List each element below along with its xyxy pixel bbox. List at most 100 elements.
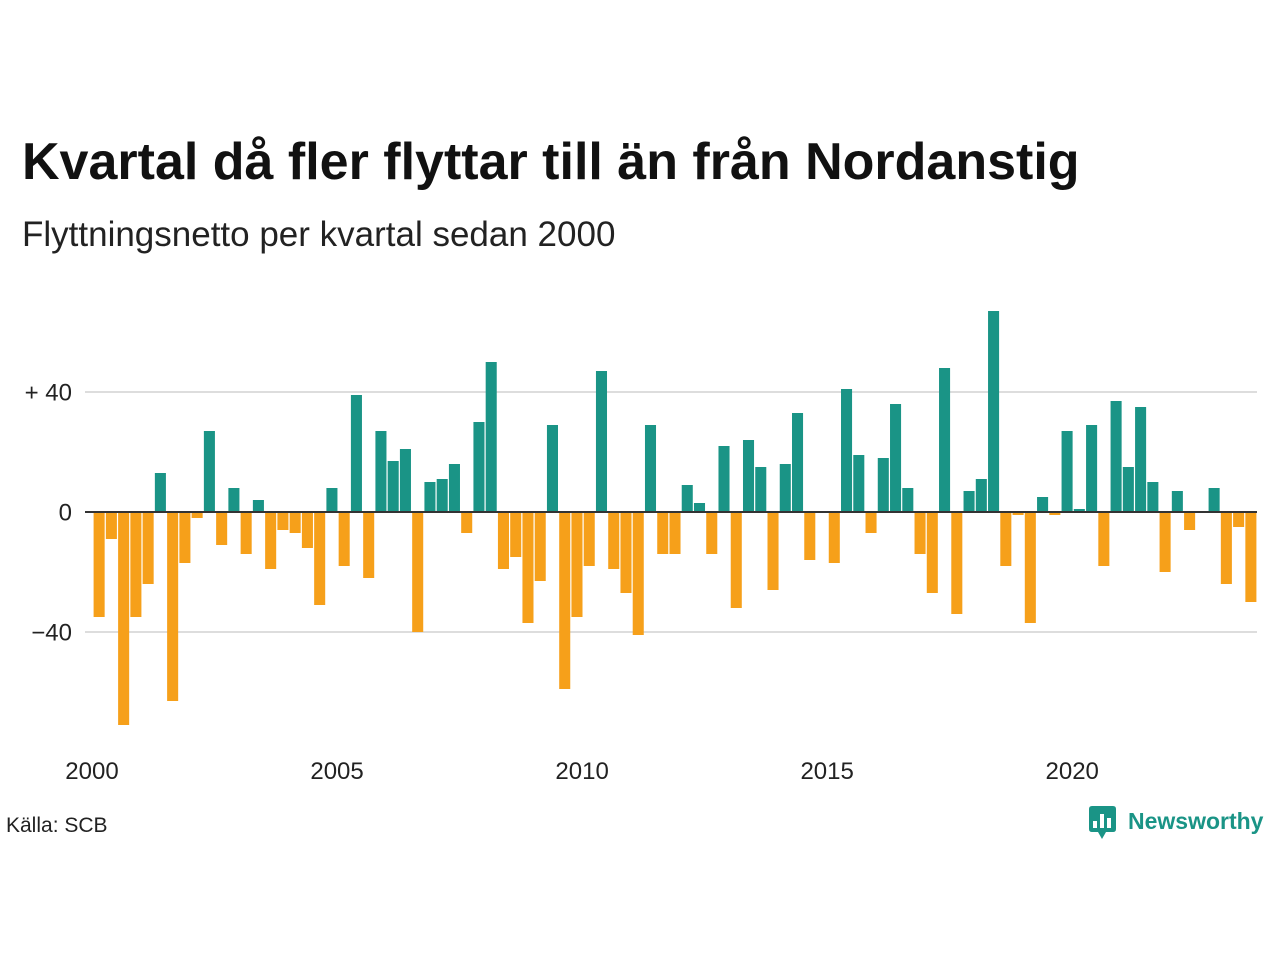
x-tick-label: 2015 — [800, 758, 853, 785]
bar-positive — [902, 488, 914, 512]
bar-positive — [792, 413, 804, 512]
bars — [93, 311, 1257, 725]
x-tick-label: 2020 — [1046, 758, 1099, 785]
bar-negative — [706, 512, 718, 554]
y-axis-labels: + 40 0 −40 — [25, 380, 72, 647]
bar-positive — [841, 389, 853, 512]
bar-positive — [988, 311, 1000, 512]
bar-positive — [1135, 407, 1147, 512]
bar-negative — [1098, 512, 1110, 566]
y-tick-label: −40 — [31, 620, 72, 647]
bar-negative — [865, 512, 877, 533]
bar-negative — [93, 512, 105, 617]
newsworthy-logo-icon — [1089, 806, 1116, 839]
bar-negative — [191, 512, 203, 518]
bar-positive — [1147, 482, 1159, 512]
bar-negative — [1233, 512, 1245, 527]
bar-positive — [399, 449, 411, 512]
bar-negative — [608, 512, 620, 569]
bar-negative — [1220, 512, 1232, 584]
bar-positive — [890, 404, 902, 512]
bar-negative — [167, 512, 179, 701]
x-tick-label: 2010 — [555, 758, 608, 785]
bar-positive — [853, 455, 865, 512]
bar-positive — [1061, 431, 1073, 512]
bar-positive — [203, 431, 215, 512]
gridlines — [85, 391, 1257, 633]
chart-title: Kvartal då fler flyttar till än från Nor… — [22, 133, 1080, 191]
bar-positive — [963, 491, 975, 512]
bar-negative — [497, 512, 509, 569]
bar-positive — [1122, 467, 1134, 512]
bar-negative — [118, 512, 130, 725]
y-tick-label: + 40 — [25, 380, 72, 407]
bar-negative — [534, 512, 546, 581]
bar-positive — [1208, 488, 1220, 512]
chart-subtitle: Flyttningsnetto per kvartal sedan 2000 — [22, 215, 615, 254]
bar-positive — [975, 479, 987, 512]
bar-negative — [632, 512, 644, 635]
bar-negative — [620, 512, 632, 593]
bar-negative — [804, 512, 816, 560]
bar-negative — [363, 512, 375, 578]
bar-negative — [1245, 512, 1257, 602]
y-tick-label: 0 — [59, 500, 72, 527]
bar-positive — [485, 362, 497, 512]
brand-name: Newsworthy — [1128, 808, 1264, 834]
bar-negative — [1012, 512, 1024, 515]
bar-negative — [1049, 512, 1061, 515]
bar-positive — [252, 500, 264, 512]
bar-negative — [828, 512, 840, 563]
bar-negative — [559, 512, 571, 689]
bar-positive — [595, 371, 608, 512]
bar-negative — [105, 512, 117, 539]
bar-negative — [669, 512, 681, 554]
bar-negative — [277, 512, 289, 530]
bar-negative — [951, 512, 963, 614]
bar-negative — [1024, 512, 1036, 623]
bar-positive — [228, 488, 240, 512]
bar-positive — [546, 425, 558, 512]
bar-positive — [693, 503, 706, 512]
bar-positive — [448, 464, 460, 512]
bar-positive — [939, 368, 951, 512]
bar-positive — [326, 488, 338, 512]
bar-negative — [657, 512, 669, 554]
bar-positive — [436, 479, 448, 512]
bar-negative — [522, 512, 534, 623]
bar-positive — [755, 467, 767, 512]
bar-negative — [142, 512, 154, 584]
bar-positive — [779, 464, 791, 512]
bar-positive — [473, 422, 485, 512]
bar-negative — [265, 512, 277, 569]
bar-negative — [583, 512, 595, 566]
bar-negative — [1184, 512, 1196, 530]
bar-negative — [314, 512, 326, 605]
bar-positive — [424, 482, 436, 512]
bar-negative — [571, 512, 583, 617]
bar-positive — [1073, 509, 1085, 512]
bar-positive — [154, 473, 166, 512]
x-tick-label: 2000 — [65, 758, 118, 785]
bar-negative — [412, 512, 424, 632]
bar-positive — [1086, 425, 1098, 512]
bar-negative — [510, 512, 522, 557]
bar-negative — [216, 512, 228, 545]
x-axis-labels: 2000 2005 2010 2015 2020 — [65, 758, 1099, 785]
bar-negative — [130, 512, 142, 617]
x-tick-label: 2005 — [310, 758, 363, 785]
bar-negative — [240, 512, 252, 554]
bar-positive — [742, 440, 755, 512]
bar-negative — [301, 512, 313, 548]
bar-negative — [730, 512, 742, 608]
bar-negative — [767, 512, 779, 590]
bar-positive — [681, 485, 693, 512]
bar-negative — [1159, 512, 1171, 572]
bar-positive — [1171, 491, 1183, 512]
bar-positive — [877, 458, 889, 512]
bar-negative — [914, 512, 926, 554]
bar-positive — [350, 395, 362, 512]
bar-negative — [179, 512, 191, 563]
bar-negative — [338, 512, 350, 566]
